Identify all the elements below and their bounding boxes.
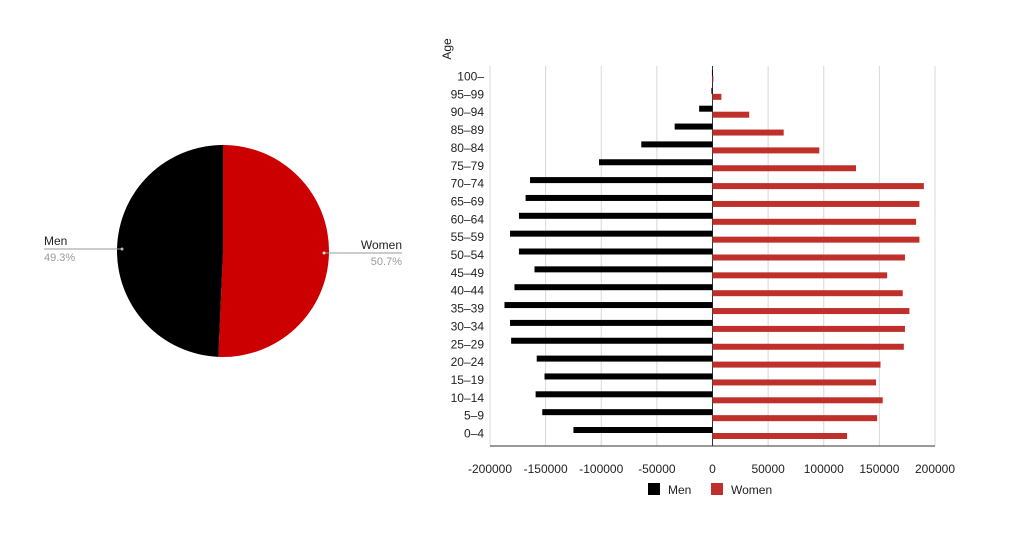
pie-chart: Men 49.3% Women 50.7% [44,145,402,357]
bar-men [674,123,713,130]
pie-slice-women [218,145,330,357]
pie-leader-dot-women [322,251,326,255]
legend-swatch-men [648,483,660,495]
bar-women [712,165,857,172]
bar-women [712,200,920,207]
bar-men [511,337,713,344]
bar-men [535,391,713,398]
bar-men [573,427,713,433]
x-tick-label: 100000 [804,462,844,476]
y-tick-label: 40–44 [451,284,485,298]
y-tick-label: 60–64 [451,212,485,226]
bar-men [514,284,713,291]
bar-men [699,105,713,112]
x-tick-label: 150000 [859,462,899,476]
bar-women [712,361,881,368]
pie-label-men: Men [44,234,67,248]
bar-women [712,308,910,315]
y-tick-label: 15–19 [451,373,485,387]
y-tick-label: 55–59 [451,230,485,244]
bar-women [712,343,904,350]
bar-women [712,93,722,100]
y-tick-label: 85–89 [451,123,485,137]
bar-men [544,373,713,380]
y-axis-label: Age [440,38,454,60]
bar-women [712,129,784,136]
bar-women [712,236,920,243]
bar-women [712,397,883,404]
y-tick-label: 35–39 [451,302,485,316]
bar-men [525,194,713,201]
y-tick-label: 70–74 [451,177,485,191]
y-tick-label: 65–69 [451,194,485,208]
y-tick-label: 95–99 [451,87,485,101]
y-tick-label: 10–14 [451,391,485,405]
y-tick-label: 30–34 [451,319,485,333]
x-tick-label: 0 [709,462,716,476]
legend-swatch-women [711,483,723,495]
bar-women [712,111,750,118]
x-tick-label: 200000 [915,462,955,476]
bar-women [712,325,905,332]
bar-men [711,87,713,94]
y-tick-label: 50–54 [451,248,485,262]
bar-men [530,177,713,184]
bar-men [518,212,713,219]
y-tick-label: 25–29 [451,337,485,351]
y-tick-label: 75–79 [451,159,485,173]
bar-women [712,290,903,297]
bar-men [542,409,713,416]
pie-pct-men: 49.3% [44,252,75,264]
pie-slice-men [117,145,223,357]
bar-women [712,147,820,154]
bar-men [510,319,713,326]
bar-women [712,433,848,439]
bar-women [712,379,877,386]
bar-women [712,254,905,261]
y-tick-label: 80–84 [451,141,485,155]
y-tick-label: 100– [457,70,484,84]
bar-women [712,272,888,279]
bar-women [712,76,714,82]
bar-men [536,355,713,362]
legend-label-men: Men [668,483,691,497]
pie-label-women: Women [361,238,402,252]
bar-men [534,266,713,273]
x-tick-label: -50000 [638,462,676,476]
bar-women [712,183,924,190]
y-tick-label: 0–4 [464,427,484,441]
y-tick-label: 45–49 [451,266,485,280]
bar-men [711,70,713,76]
x-tick-label: -100000 [579,462,623,476]
bar-men [504,302,713,309]
y-tick-label: 20–24 [451,355,485,369]
y-tick-label: 5–9 [464,409,484,423]
x-tick-label: -150000 [524,462,568,476]
x-tick-label: 50000 [751,462,785,476]
bar-men [518,248,713,255]
legend-label-women: Women [731,483,772,497]
bar-men [599,159,713,166]
bar-women [712,218,917,225]
bar-women [712,415,878,422]
bar-men [510,230,713,237]
pie-pct-women: 50.7% [371,256,402,268]
y-tick-label: 90–94 [451,105,485,119]
pie-leader-dot-men [120,247,124,251]
bar-men [641,141,713,148]
x-tick-label: -200000 [468,462,512,476]
